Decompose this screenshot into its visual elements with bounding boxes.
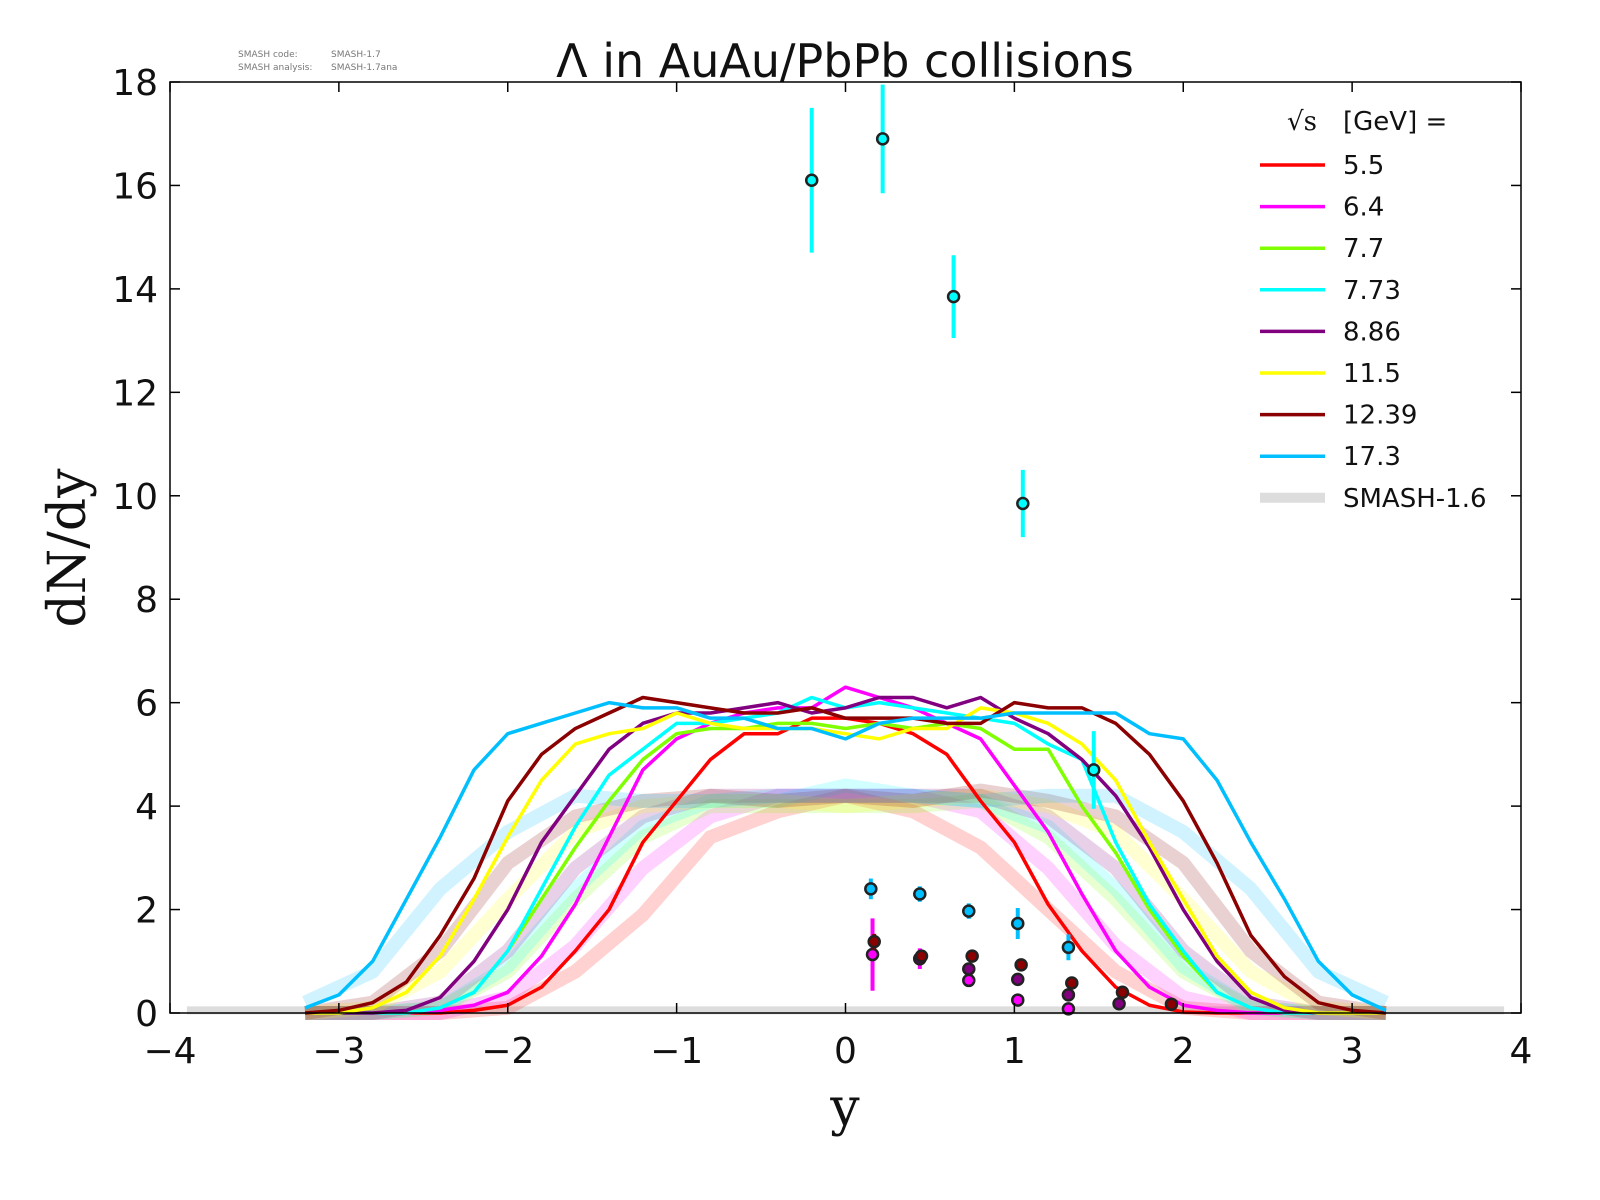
y-axis-label: dN/dy <box>38 468 98 628</box>
series-line-11.5 <box>305 706 1386 1015</box>
x-tick-label: 4 <box>1510 1031 1533 1072</box>
data-point <box>1061 940 1076 955</box>
experimental-points <box>804 84 1179 1016</box>
data-point <box>962 962 976 976</box>
model-lines <box>304 685 1387 1015</box>
data-point <box>1014 958 1028 972</box>
y-tick-label: 0 <box>135 994 158 1035</box>
data-point <box>1011 916 1025 931</box>
legend-label-5.5: 5.5 <box>1343 151 1384 181</box>
x-axis-label: y <box>829 1078 860 1138</box>
reference-band-7.7 <box>305 793 1386 1020</box>
y-tick-label: 8 <box>135 580 158 621</box>
legend-label-7.73: 7.73 <box>1343 276 1401 306</box>
legend-label-8.86: 8.86 <box>1343 317 1401 347</box>
x-tick-label: 0 <box>834 1031 857 1072</box>
reference-band-8.86 <box>305 788 1386 1020</box>
legend-label-12.39: 12.39 <box>1343 401 1417 431</box>
data-point <box>1011 972 1025 987</box>
data-point <box>913 887 927 901</box>
y-tick-label: 12 <box>112 373 158 414</box>
data-point <box>1086 763 1101 777</box>
x-tick-label: 3 <box>1341 1031 1364 1072</box>
legend-label-reference: SMASH-1.6 <box>1343 484 1487 514</box>
series-line-8.86 <box>305 695 1386 1015</box>
data-point <box>1061 1002 1076 1016</box>
data-point <box>1061 988 1076 1002</box>
reference-bands <box>186 778 1505 1020</box>
legend-title-sqrt: √s <box>1287 107 1317 137</box>
y-tick-label: 2 <box>135 891 158 932</box>
data-point <box>864 882 878 896</box>
y-tick-label: 10 <box>112 477 158 518</box>
smash-analysis-label: SMASH analysis: <box>238 63 312 73</box>
data-point <box>1065 976 1079 990</box>
smash-analysis-value: SMASH-1.7ana <box>331 63 397 73</box>
x-tick-label: −2 <box>481 1031 534 1072</box>
data-point <box>914 949 929 963</box>
series-line-12.39 <box>304 695 1387 1015</box>
y-tick-label: 14 <box>112 270 158 311</box>
data-point <box>1112 996 1126 1011</box>
data-point <box>1115 985 1130 1000</box>
data-point <box>1011 993 1025 1007</box>
y-tick-label: 16 <box>112 166 158 207</box>
data-point <box>867 934 881 949</box>
legend-label-7.7: 7.7 <box>1343 234 1384 264</box>
smash-code-label: SMASH code: <box>238 50 298 60</box>
reference-band-11.5 <box>304 788 1387 1020</box>
legend-label-6.4: 6.4 <box>1343 193 1384 223</box>
y-tick-label: 4 <box>135 787 158 828</box>
data-point <box>962 973 976 988</box>
x-tick-label: −3 <box>312 1031 365 1072</box>
y-tick-label: 6 <box>135 684 158 725</box>
legend-label-11.5: 11.5 <box>1343 359 1401 389</box>
x-tick-label: −4 <box>143 1031 196 1072</box>
data-point <box>962 904 976 918</box>
x-tick-label: −1 <box>650 1031 703 1072</box>
data-point <box>804 173 819 188</box>
reference-band-17.3 <box>302 788 1389 1010</box>
legend: √s [GeV] = 5.5 6.4 7.7 7.73 8.86 11.5 12.39 17.… <box>1260 107 1487 514</box>
x-tick-label: 2 <box>1172 1031 1195 1072</box>
plot-frame <box>169 81 1522 1014</box>
data-point <box>965 949 979 963</box>
x-tick-label: 1 <box>1003 1031 1026 1072</box>
data-point <box>875 132 890 146</box>
data-point <box>946 289 961 304</box>
legend-label-17.3: 17.3 <box>1343 442 1401 472</box>
data-point <box>1164 997 1179 1011</box>
smash-code-value: SMASH-1.7 <box>331 50 381 60</box>
data-point <box>865 947 880 962</box>
data-point <box>1016 496 1030 511</box>
reference-band-12.39 <box>304 783 1387 1020</box>
series-line-6.4 <box>305 685 1386 1015</box>
chart-title: Λ in AuAu/PbPb collisions <box>556 34 1134 88</box>
legend-title: [GeV] = <box>1343 107 1447 137</box>
series-line-17.3 <box>304 700 1387 1013</box>
y-tick-label: 18 <box>112 63 158 104</box>
